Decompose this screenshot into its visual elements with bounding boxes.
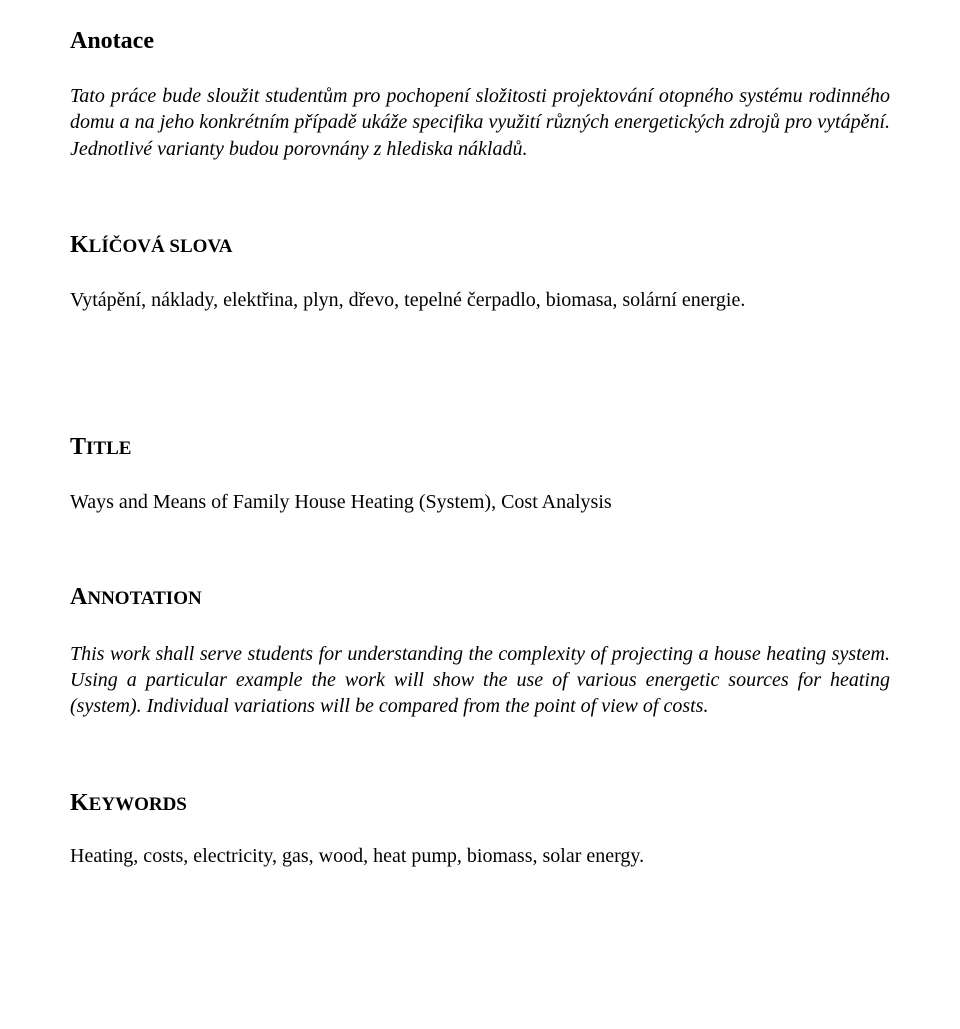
heading-klicova-slova: KLÍČOVÁ SLOVA xyxy=(70,232,890,259)
heading-title-rest: ITLE xyxy=(86,438,131,459)
heading-anotace: Anotace xyxy=(70,28,890,55)
heading-keywords: KEYWORDS xyxy=(70,790,890,817)
heading-annotation-cap: A xyxy=(70,584,87,610)
heading-annotation-rest: NNOTATION xyxy=(87,588,201,609)
heading-annotation: ANNOTATION xyxy=(70,584,890,611)
paragraph-keywords: Heating, costs, electricity, gas, wood, … xyxy=(70,845,890,868)
heading-title-cap: T xyxy=(70,434,86,460)
heading-title: TITLE xyxy=(70,434,890,461)
paragraph-anotace: Tato práce bude sloužit studentům pro po… xyxy=(70,83,890,162)
document-page: Anotace Tato práce bude sloužit studentů… xyxy=(0,0,960,1029)
heading-klicova-cap: K xyxy=(70,232,89,258)
paragraph-annotation: This work shall serve students for under… xyxy=(70,641,890,720)
heading-keywords-rest: EYWORDS xyxy=(89,794,187,815)
heading-keywords-cap: K xyxy=(70,790,89,816)
paragraph-klicova: Vytápění, náklady, elektřina, plyn, dřev… xyxy=(70,287,890,313)
paragraph-title: Ways and Means of Family House Heating (… xyxy=(70,491,890,514)
heading-klicova-rest: LÍČOVÁ SLOVA xyxy=(89,236,233,257)
